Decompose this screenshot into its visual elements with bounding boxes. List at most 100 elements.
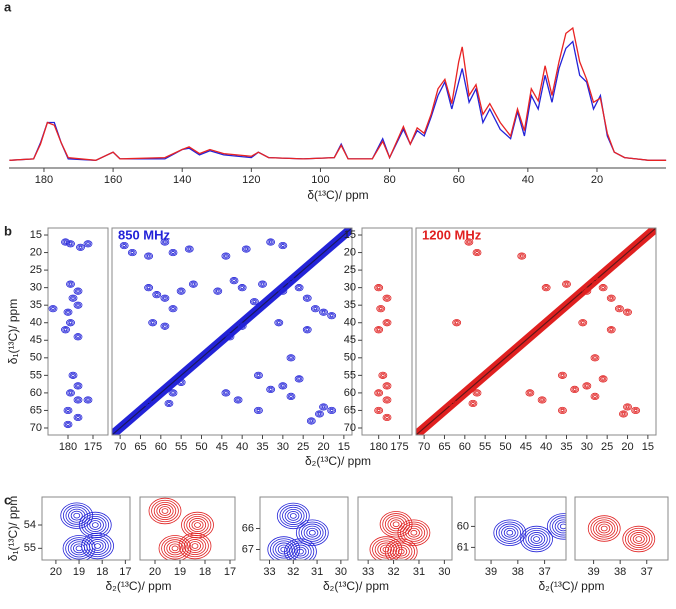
x-tick-label: 45 (520, 441, 532, 453)
contour-ring (382, 513, 410, 536)
contour-ring (559, 523, 566, 530)
x-tick-label: 20 (317, 441, 329, 453)
contour-peak (168, 305, 178, 313)
contour-peak (286, 392, 296, 401)
contour-ring (279, 288, 286, 294)
contour-ring (563, 281, 570, 287)
contour-ring (191, 520, 204, 530)
plot-frame (357, 496, 453, 561)
contour-peak (278, 241, 288, 250)
contour-ring (506, 529, 514, 536)
contour-peak (302, 326, 312, 334)
contour-ring (308, 418, 315, 424)
contour-ring (214, 288, 221, 294)
contour-ring (329, 408, 334, 412)
contour-ring (171, 307, 175, 311)
contour-ring (377, 306, 384, 312)
contour-peak (63, 420, 73, 429)
contour-ring (145, 253, 152, 259)
contour-ring (178, 379, 185, 385)
contour-peak (546, 513, 566, 540)
contour-ring (272, 540, 295, 559)
contour-peak (266, 385, 276, 393)
x-tick-label: 31 (413, 566, 425, 578)
contour-peak (587, 515, 621, 542)
contour-ring (453, 320, 460, 326)
contour-ring (583, 288, 590, 294)
plot-area (369, 511, 431, 560)
contour-ring (632, 534, 645, 544)
contour-peak (221, 252, 231, 260)
contour-ring (392, 521, 400, 528)
contour-ring (591, 355, 599, 361)
contour-peak (68, 371, 78, 379)
contour-ring (635, 536, 643, 542)
plot-area (60, 502, 114, 560)
contour-ring (64, 421, 72, 428)
contour-ring (571, 386, 578, 392)
x-tick-label: 30 (581, 441, 593, 453)
contour-ring (66, 408, 70, 412)
contour-ring (395, 546, 408, 557)
contour-ring (527, 532, 546, 546)
contour-ring (287, 511, 300, 521)
contour-ring (375, 390, 382, 396)
plot-area (416, 228, 656, 435)
contour-peak (315, 410, 324, 418)
plot-frame (139, 496, 236, 561)
contour-ring (624, 404, 631, 410)
contour-ring (145, 400, 152, 406)
contour-ring (632, 407, 639, 414)
contour-ring (600, 376, 607, 382)
contour-ring (64, 407, 72, 414)
x-axis-title: δ₂(¹³C)/ ppm (106, 579, 172, 593)
contour-ring (244, 247, 249, 251)
contour-ring (601, 377, 605, 381)
x-axis-title: δ₂(¹³C)/ ppm (305, 454, 371, 468)
contour-ring (390, 519, 403, 530)
contour-ring (595, 521, 613, 536)
contour-peak (520, 525, 553, 553)
contour-ring (313, 307, 318, 311)
contour-ring (591, 393, 599, 399)
contour-peak (327, 406, 337, 415)
contour-peak (144, 399, 154, 408)
contour-ring (222, 253, 229, 259)
contour-ring (153, 501, 177, 521)
contour-ring (625, 405, 630, 409)
contour-ring (163, 296, 167, 300)
y-tick-label: 35 (344, 299, 356, 311)
contour-peak (274, 319, 284, 327)
contour-ring (255, 407, 262, 414)
contour-ring (74, 334, 82, 340)
y-tick-label: 40 (344, 317, 356, 329)
x-tick-label: 35 (560, 441, 572, 453)
contour-ring (402, 523, 426, 542)
contour-peak (623, 403, 632, 411)
contour-ring (609, 296, 614, 300)
contour-peak (66, 389, 75, 397)
contour-ring (51, 307, 55, 311)
contour-ring (186, 539, 204, 553)
contour-ring (518, 253, 525, 259)
x-tick-label: 33 (362, 566, 374, 578)
contour-ring (222, 390, 229, 396)
contour-ring (84, 397, 92, 403)
contour-ring (608, 327, 615, 333)
contour-ring (88, 539, 107, 553)
contour-ring (572, 387, 577, 391)
plot-area (48, 238, 93, 429)
contour-ring (544, 286, 548, 290)
plot-frame (574, 496, 669, 561)
contour-peak (376, 305, 386, 313)
contour-peak (382, 319, 392, 327)
contour-peak (60, 502, 94, 529)
contour-ring (268, 240, 273, 244)
contour-ring (190, 281, 197, 287)
contour-peak (61, 326, 70, 334)
contour-ring (385, 321, 389, 325)
y-tick-label: 54 (24, 519, 36, 531)
contour-ring (153, 292, 160, 298)
contour-ring (383, 295, 391, 301)
contour-peak (614, 305, 624, 313)
